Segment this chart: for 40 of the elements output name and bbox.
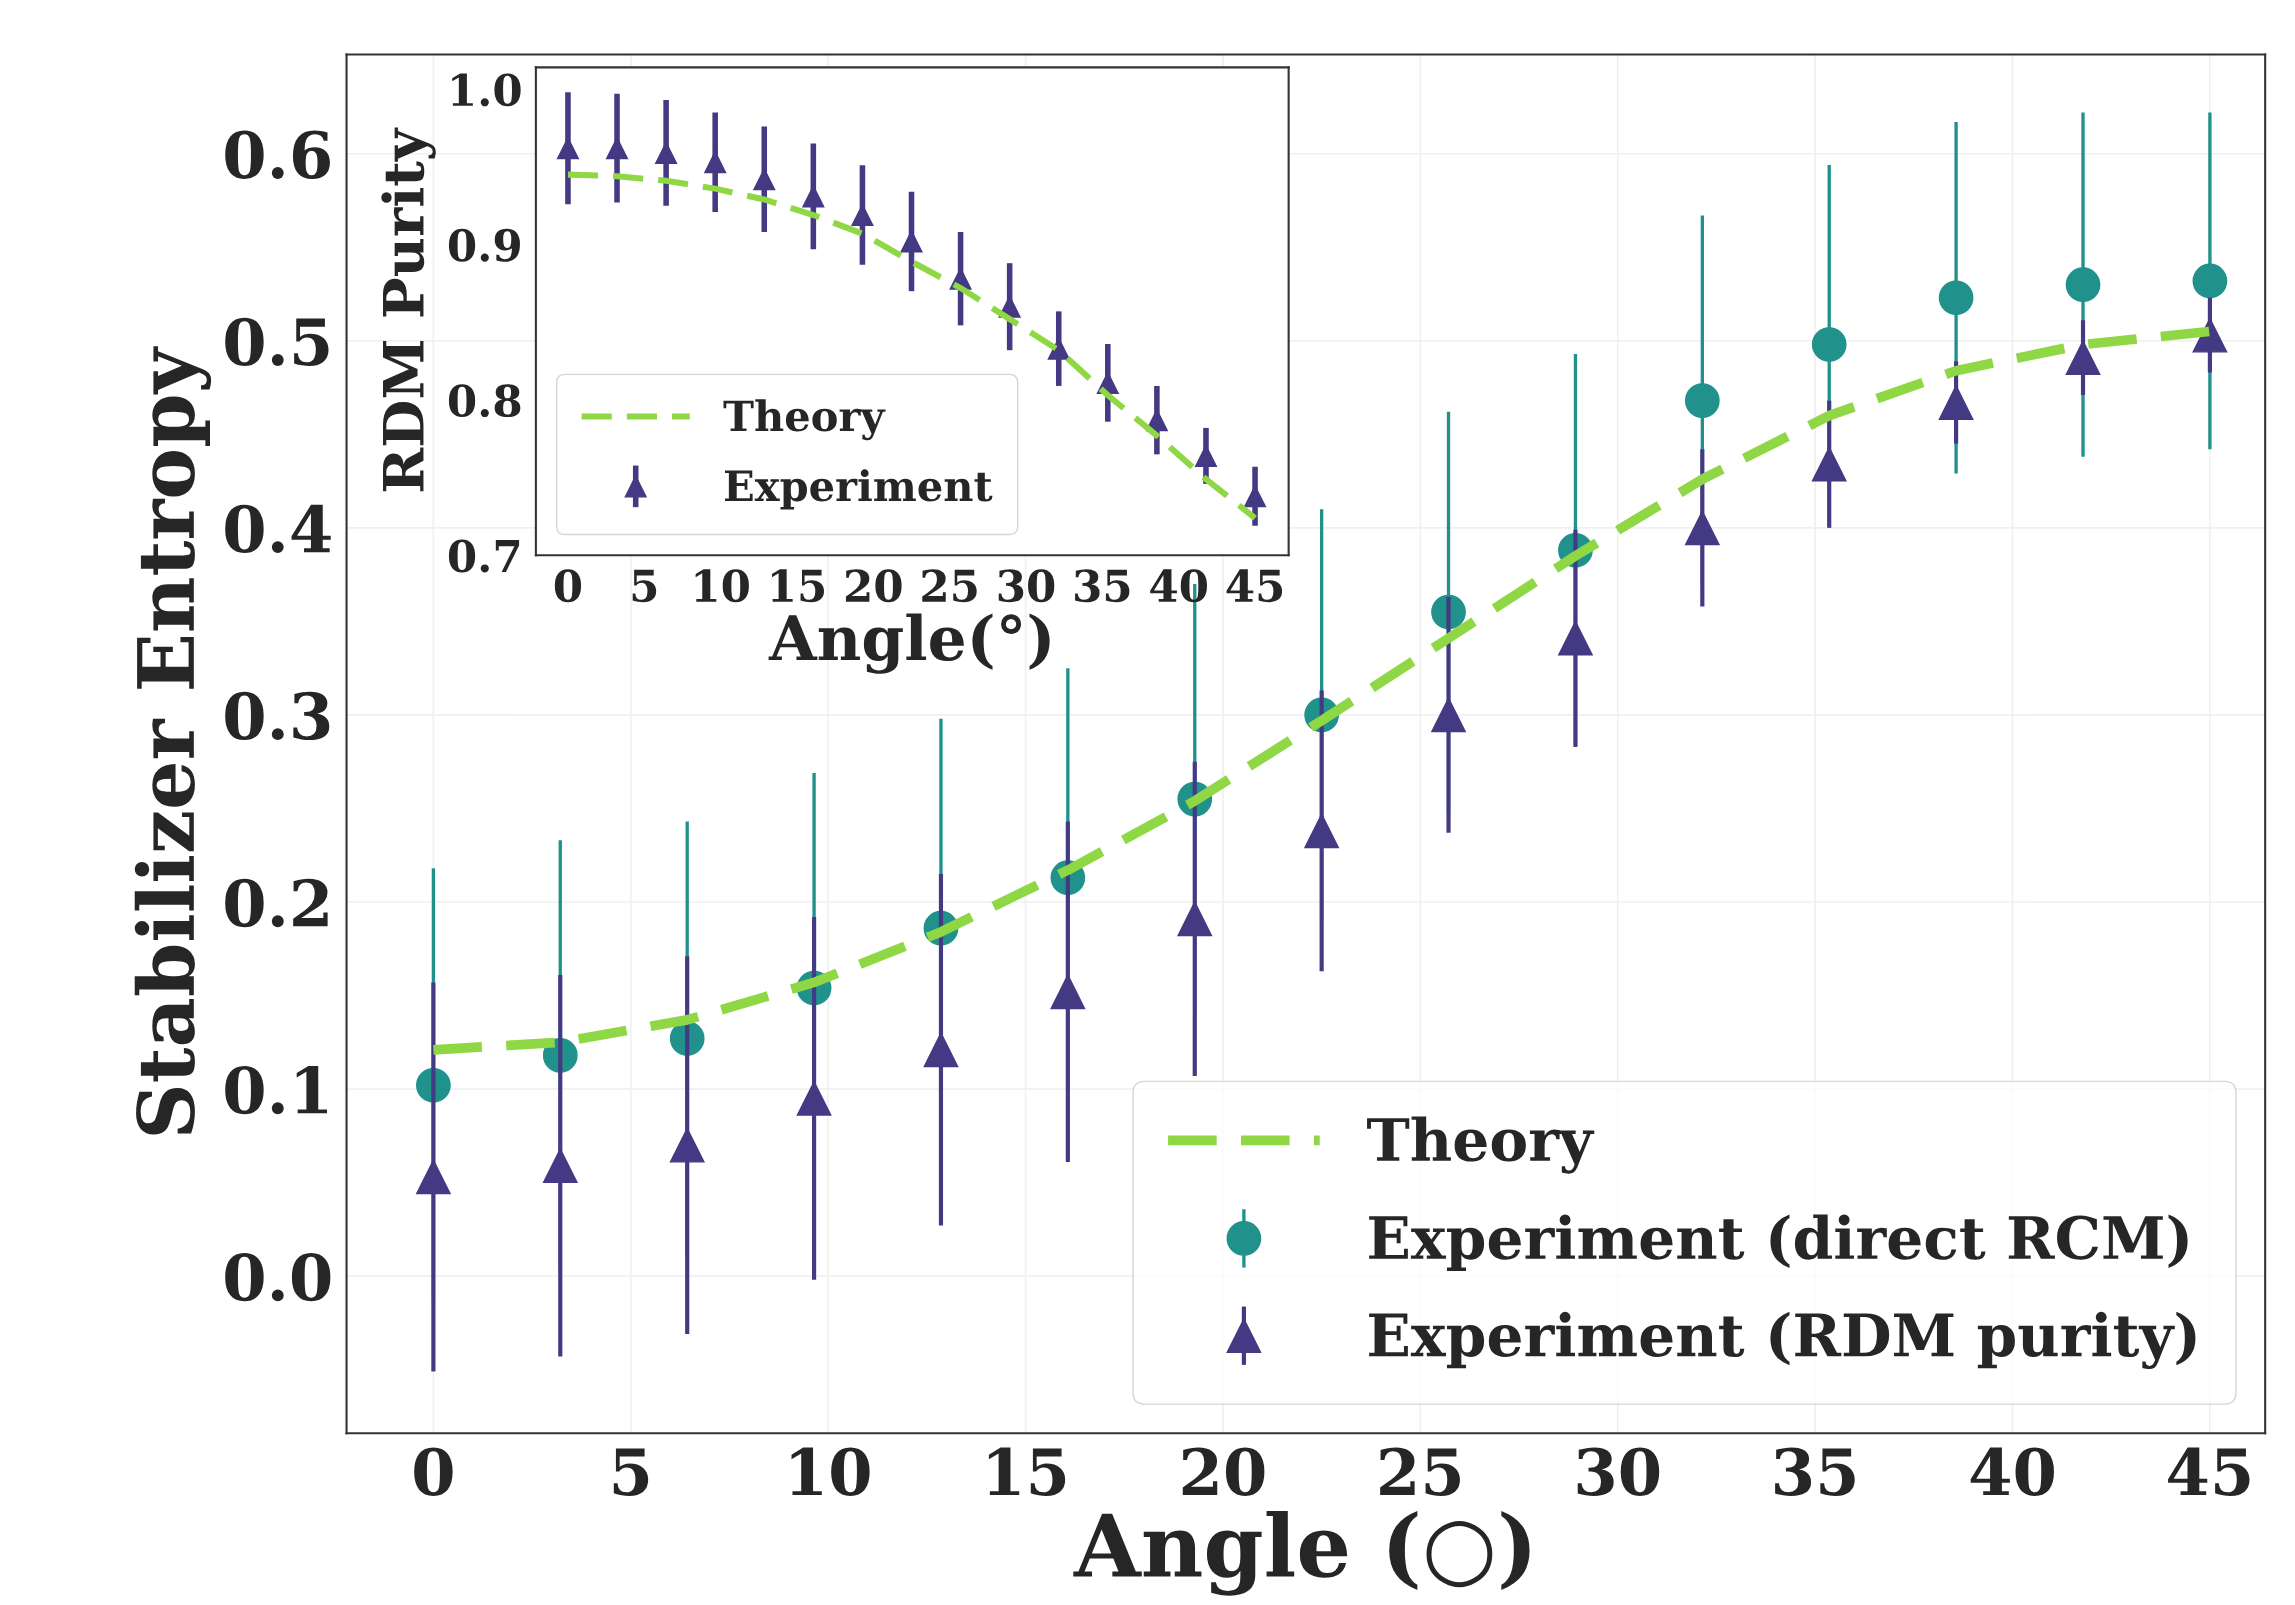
x-tick-label: 15 bbox=[771, 569, 824, 603]
x-tick-label: 5 bbox=[632, 569, 657, 603]
y-tick-label: 0.9 bbox=[448, 228, 520, 262]
y-tick-label: 0.1 bbox=[225, 1065, 327, 1115]
x-tick-label: 20 bbox=[1182, 1447, 1265, 1496]
y-axis-title: Stabilizer Entropy bbox=[134, 346, 212, 1135]
x-axis-title: Angle(°) bbox=[768, 613, 1050, 674]
x-tick-label: 25 bbox=[1380, 1447, 1460, 1496]
x-axis-title: Angle (○) bbox=[1073, 1511, 1530, 1596]
x-tick-label: 35 bbox=[1075, 569, 1130, 603]
x-tick-label: 45 bbox=[1226, 569, 1283, 603]
y-tick-label: 0.7 bbox=[448, 539, 520, 573]
x-tick-label: 45 bbox=[2168, 1447, 2250, 1496]
y-tick-label: 1.0 bbox=[452, 73, 521, 107]
y-tick-label: 0.3 bbox=[225, 691, 330, 741]
x-tick-label: 10 bbox=[695, 569, 749, 603]
y-tick-label: 0.5 bbox=[225, 317, 329, 366]
x-tick-label: 0 bbox=[554, 569, 582, 603]
y-tick-label: 0.2 bbox=[225, 878, 328, 928]
x-tick-label: 35 bbox=[1775, 1447, 1855, 1496]
x-tick-label: 5 bbox=[613, 1448, 649, 1496]
y-tick-label: 0.4 bbox=[225, 504, 331, 554]
y-axis-title: RDM Purity bbox=[381, 127, 436, 492]
y-tick-label: 0.0 bbox=[225, 1252, 331, 1302]
x-tick-label: 20 bbox=[845, 569, 902, 603]
x-tick-label: 15 bbox=[988, 1447, 1066, 1496]
x-tick-label: 0 bbox=[414, 1447, 453, 1496]
legend-label: Theory bbox=[1367, 1116, 1595, 1174]
y-tick-label: 0.6 bbox=[225, 130, 330, 179]
x-tick-label: 30 bbox=[1577, 1447, 1660, 1496]
x-tick-label: 30 bbox=[998, 569, 1055, 603]
legend-label: Experiment (direct RCM) bbox=[1369, 1214, 2188, 1271]
x-tick-label: 40 bbox=[1970, 1447, 2054, 1496]
y-tick-label: 0.8 bbox=[448, 384, 521, 418]
x-tick-label: 10 bbox=[791, 1447, 870, 1496]
x-tick-label: 40 bbox=[1150, 569, 1207, 603]
legend-label: Experiment (RDM purity) bbox=[1369, 1311, 2196, 1370]
x-tick-label: 25 bbox=[922, 569, 977, 603]
legend-label: Theory bbox=[723, 399, 886, 441]
legend-label: Experiment bbox=[724, 469, 993, 510]
